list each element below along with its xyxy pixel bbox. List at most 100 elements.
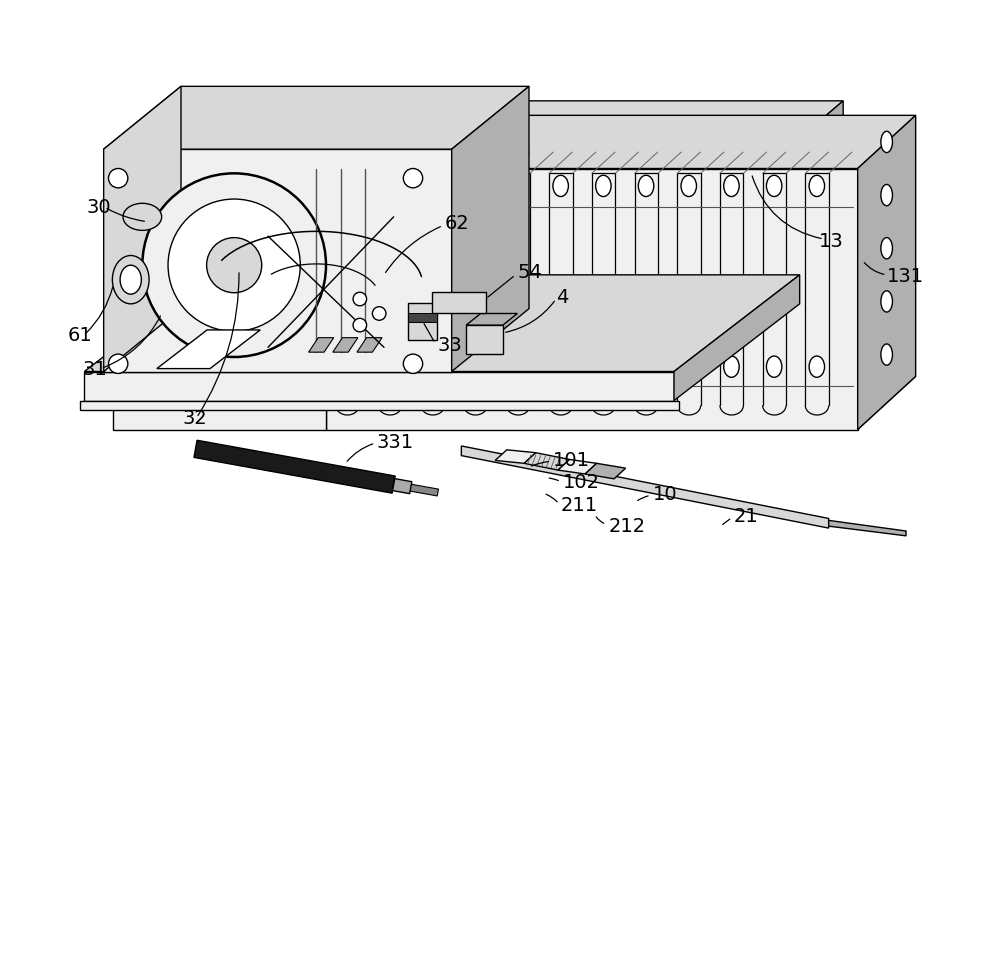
Ellipse shape [881, 291, 892, 312]
Text: 32: 32 [183, 410, 208, 428]
Polygon shape [84, 371, 674, 401]
Polygon shape [558, 459, 597, 474]
Text: 211: 211 [561, 496, 598, 516]
Polygon shape [333, 337, 358, 352]
Circle shape [142, 174, 326, 357]
Polygon shape [309, 337, 334, 352]
Circle shape [403, 354, 423, 373]
Ellipse shape [242, 226, 269, 265]
Polygon shape [524, 452, 570, 470]
Text: 331: 331 [376, 433, 413, 451]
Ellipse shape [339, 176, 355, 197]
Polygon shape [104, 149, 452, 371]
Circle shape [372, 307, 386, 320]
Ellipse shape [809, 356, 825, 377]
Circle shape [353, 292, 367, 306]
Ellipse shape [553, 356, 568, 377]
Ellipse shape [468, 176, 483, 197]
Circle shape [168, 199, 300, 332]
Ellipse shape [881, 184, 892, 206]
Text: 30: 30 [86, 198, 111, 216]
Polygon shape [157, 330, 260, 369]
Polygon shape [585, 463, 626, 479]
Ellipse shape [510, 176, 526, 197]
Polygon shape [84, 275, 800, 371]
Polygon shape [287, 100, 321, 401]
Polygon shape [674, 275, 800, 401]
Text: 101: 101 [553, 450, 590, 470]
Polygon shape [225, 130, 809, 144]
Circle shape [109, 169, 128, 188]
Polygon shape [432, 292, 486, 314]
Ellipse shape [809, 176, 825, 197]
Circle shape [109, 354, 128, 373]
Polygon shape [326, 115, 916, 169]
Ellipse shape [881, 132, 892, 152]
Text: 62: 62 [445, 214, 470, 233]
Polygon shape [829, 521, 906, 536]
Text: 10: 10 [653, 485, 677, 504]
Polygon shape [393, 479, 412, 493]
Ellipse shape [724, 176, 739, 197]
Circle shape [353, 318, 367, 332]
Ellipse shape [242, 314, 269, 352]
Ellipse shape [766, 356, 782, 377]
Polygon shape [113, 375, 355, 403]
Text: 33: 33 [437, 336, 462, 355]
Ellipse shape [510, 356, 526, 377]
Polygon shape [357, 337, 382, 352]
Text: 13: 13 [819, 232, 844, 252]
Text: 4: 4 [556, 288, 568, 306]
Polygon shape [858, 115, 916, 430]
Ellipse shape [681, 356, 696, 377]
Ellipse shape [553, 176, 568, 197]
Polygon shape [326, 169, 858, 430]
Ellipse shape [425, 356, 440, 377]
Text: 102: 102 [563, 473, 600, 492]
Ellipse shape [112, 255, 149, 304]
Ellipse shape [339, 356, 355, 377]
Ellipse shape [382, 176, 398, 197]
Polygon shape [326, 115, 384, 430]
Ellipse shape [382, 356, 398, 377]
Ellipse shape [881, 344, 892, 366]
Text: 21: 21 [734, 507, 759, 526]
Text: 54: 54 [517, 263, 542, 283]
Text: 212: 212 [608, 517, 645, 535]
Ellipse shape [681, 176, 696, 197]
Polygon shape [466, 325, 503, 354]
Polygon shape [326, 376, 916, 430]
Ellipse shape [596, 356, 611, 377]
Ellipse shape [596, 176, 611, 197]
Polygon shape [495, 449, 536, 463]
Ellipse shape [766, 176, 782, 197]
Circle shape [403, 169, 423, 188]
Ellipse shape [724, 356, 739, 377]
Polygon shape [225, 100, 321, 130]
Polygon shape [113, 403, 326, 430]
Polygon shape [194, 441, 395, 493]
Polygon shape [225, 130, 287, 401]
Polygon shape [237, 149, 273, 178]
Ellipse shape [425, 176, 440, 197]
Polygon shape [225, 100, 843, 130]
Ellipse shape [881, 238, 892, 259]
Polygon shape [410, 485, 438, 496]
Polygon shape [113, 409, 349, 430]
Text: 131: 131 [887, 267, 924, 287]
Circle shape [207, 238, 262, 292]
Polygon shape [142, 392, 208, 400]
Polygon shape [408, 313, 437, 322]
Polygon shape [466, 314, 517, 325]
Polygon shape [809, 100, 843, 144]
Text: 31: 31 [82, 360, 107, 379]
Polygon shape [196, 392, 249, 400]
Polygon shape [104, 87, 181, 371]
Text: 61: 61 [68, 327, 93, 345]
Ellipse shape [638, 176, 654, 197]
Ellipse shape [468, 356, 483, 377]
Ellipse shape [638, 356, 654, 377]
Ellipse shape [123, 204, 162, 230]
Polygon shape [80, 401, 679, 410]
Polygon shape [452, 87, 529, 371]
